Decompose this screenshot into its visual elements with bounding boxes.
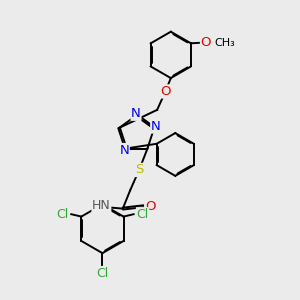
Text: Cl: Cl — [56, 208, 68, 221]
Text: N: N — [119, 143, 129, 157]
Text: CH₃: CH₃ — [215, 38, 236, 48]
Text: Cl: Cl — [136, 208, 149, 221]
Text: N: N — [131, 107, 141, 120]
Text: HN: HN — [92, 199, 111, 212]
Text: O: O — [160, 85, 171, 98]
Text: O: O — [200, 36, 211, 49]
Text: N: N — [151, 120, 160, 133]
Text: O: O — [145, 200, 155, 213]
Text: Cl: Cl — [96, 266, 109, 280]
Text: S: S — [135, 164, 143, 176]
